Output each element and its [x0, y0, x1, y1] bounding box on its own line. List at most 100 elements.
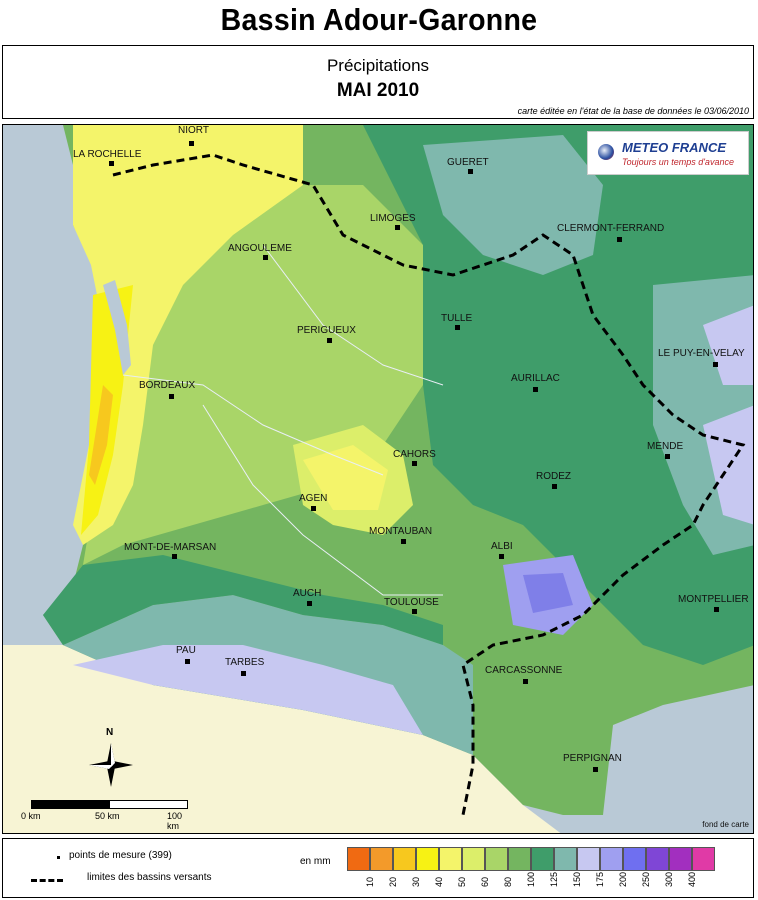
city-label: AURILLAC: [511, 373, 560, 384]
legend-swatch: [531, 847, 554, 871]
logo-name: METEO FRANCE: [622, 140, 726, 155]
scale-label: 50 km: [95, 811, 120, 821]
city-marker: [241, 671, 246, 676]
city-label: LIMOGES: [370, 213, 416, 224]
precipitation-map: METEO FRANCE Toujours un temps d'avance …: [2, 124, 754, 834]
period-label: MAI 2010: [336, 80, 420, 101]
city-label: TOULOUSE: [384, 597, 439, 608]
city-marker: [468, 169, 473, 174]
city-label: CAHORS: [393, 449, 436, 460]
subtitle: Précipitations: [326, 56, 430, 75]
legend-swatch: [347, 847, 370, 871]
meteo-france-logo: METEO FRANCE Toujours un temps d'avance: [587, 131, 749, 175]
city-label: MONTAUBAN: [369, 526, 433, 537]
legend-threshold: 50: [457, 876, 467, 887]
legend-threshold: 40: [434, 876, 444, 887]
city-marker: [263, 255, 268, 260]
city-label: PERIGUEUX: [297, 325, 356, 336]
legend-threshold: 125: [549, 871, 559, 887]
city-label: MONTPELLIER: [678, 594, 749, 605]
city-label: ANGOULEME: [228, 243, 292, 254]
legend-swatch: [416, 847, 439, 871]
city-marker: [401, 539, 406, 544]
map-credit: fond de carte: [702, 820, 749, 829]
city-label: CLERMONT-FERRAND: [557, 223, 665, 234]
legend-swatch: [485, 847, 508, 871]
city-label: NIORT: [178, 125, 209, 136]
logo-tagline: Toujours un temps d'avance: [622, 157, 734, 167]
city-marker: [311, 506, 316, 511]
city-label: MONT-DE-MARSAN: [124, 542, 217, 553]
city-label: AGEN: [299, 493, 328, 504]
city-marker: [665, 454, 670, 459]
city-marker: [307, 601, 312, 606]
scale-segment: [31, 800, 110, 809]
city-label: PAU: [176, 645, 196, 656]
city-marker: [533, 387, 538, 392]
legend-swatch: [623, 847, 646, 871]
legend-swatch: [370, 847, 393, 871]
north-arrow: N: [87, 727, 135, 789]
legend-threshold: 10: [365, 876, 375, 887]
city-marker: [412, 461, 417, 466]
city-label: RODEZ: [536, 471, 571, 482]
legend-swatch: [669, 847, 692, 871]
legend-unit: en mm: [300, 856, 331, 867]
map-canvas: [3, 125, 753, 833]
city-label: ALBI: [491, 541, 513, 552]
basin-limit-line-icon: [31, 879, 63, 882]
color-scale-ticks: 10 20 30 40 50 60 80 100 125 150 175 200 250 300 400: [347, 871, 747, 895]
city-label: AUCH: [293, 588, 322, 599]
legend-threshold: 100: [526, 871, 536, 887]
city-label: CARCASSONNE: [485, 665, 563, 676]
legend-swatch: [462, 847, 485, 871]
city-marker: [455, 325, 460, 330]
legend: points de mesure (399) limites des bassi…: [2, 838, 754, 898]
city-label: LE PUY-EN-VELAY: [658, 348, 745, 359]
city-marker: [185, 659, 190, 664]
legend-threshold: 20: [388, 876, 398, 887]
city-marker: [714, 607, 719, 612]
legend-threshold: 150: [572, 871, 582, 887]
city-marker: [412, 609, 417, 614]
header-box: Précipitations MAI 2010 carte éditée en …: [2, 45, 754, 119]
legend-swatch: [692, 847, 715, 871]
scale-label: 0 km: [21, 811, 41, 821]
north-label: N: [106, 727, 114, 738]
basin-limit-label: limites des bassins versants: [87, 872, 212, 883]
city-marker: [593, 767, 598, 772]
scale-segment: [109, 800, 188, 809]
map-title: Bassin Adour-Garonne: [220, 2, 538, 37]
city-label: LA ROCHELLE: [73, 149, 142, 160]
legend-swatch: [554, 847, 577, 871]
legend-swatch: [508, 847, 531, 871]
city-marker: [172, 554, 177, 559]
legend-threshold: 175: [595, 871, 605, 887]
legend-swatch: [646, 847, 669, 871]
compass-rose-icon: [89, 743, 133, 787]
legend-threshold: 60: [480, 876, 490, 887]
city-marker: [395, 225, 400, 230]
legend-threshold: 200: [618, 871, 628, 887]
city-label: GUERET: [447, 157, 489, 168]
city-label: PERPIGNAN: [563, 753, 622, 764]
city-marker: [617, 237, 622, 242]
legend-swatch: [393, 847, 416, 871]
legend-swatch: [439, 847, 462, 871]
city-label: TARBES: [225, 657, 265, 668]
city-marker: [189, 141, 194, 146]
color-scale: [347, 847, 715, 873]
scale-bar: 0 km 50 km 100 km: [21, 800, 191, 831]
legend-threshold: 250: [641, 871, 651, 887]
city-label: MENDE: [647, 441, 684, 452]
city-label: TULLE: [441, 313, 473, 324]
measure-point-icon: [57, 856, 60, 859]
city-marker: [109, 161, 114, 166]
measure-points-label: points de mesure (399): [69, 850, 172, 861]
city-label: BORDEAUX: [139, 380, 196, 391]
city-marker: [499, 554, 504, 559]
city-marker: [552, 484, 557, 489]
city-marker: [713, 362, 718, 367]
scale-label: 100 km: [167, 811, 183, 831]
meteo-france-emblem-icon: [598, 144, 614, 160]
